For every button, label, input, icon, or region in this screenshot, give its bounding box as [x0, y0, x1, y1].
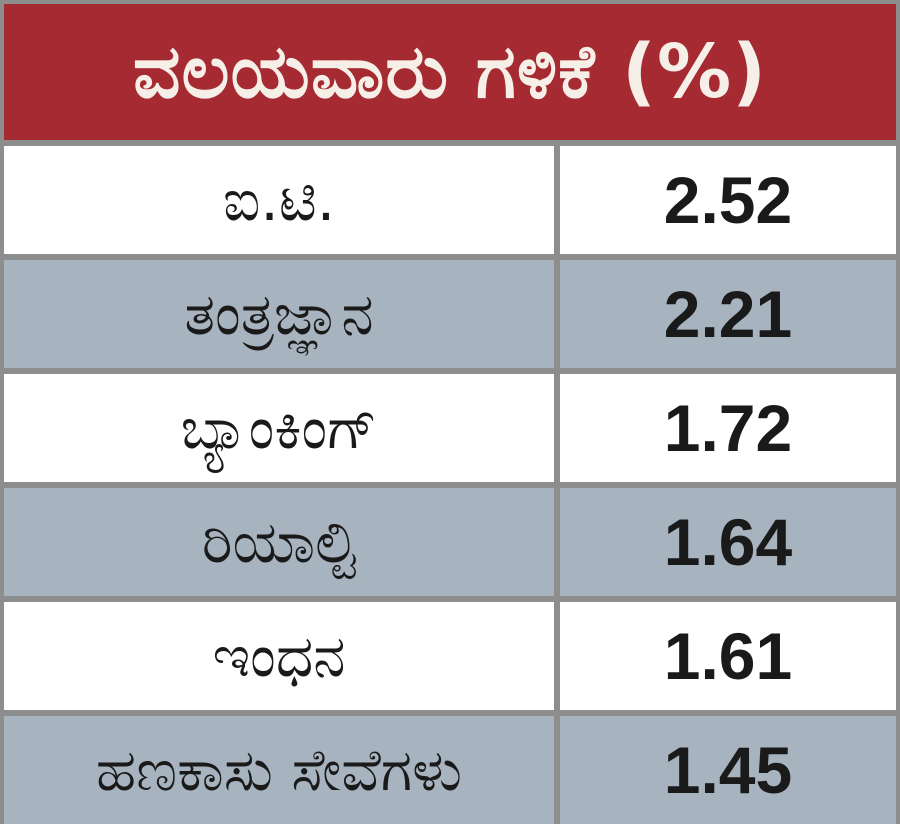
sector-name-cell: ಇಂಧನ: [4, 602, 554, 710]
table-row: ರಿಯಾಲ್ಟಿ 1.64: [4, 488, 896, 596]
table-row: ತಂತ್ರಜ್ಞಾನ 2.21: [4, 260, 896, 368]
table-title: ವಲಯವಾರು ಗಳಿಕೆ (%): [4, 4, 896, 140]
gain-value-cell: 1.72: [560, 374, 896, 482]
gain-value-cell: 1.45: [560, 716, 896, 824]
table-row: ಹಣಕಾಸು ಸೇವೆಗಳು 1.45: [4, 716, 896, 824]
table-row: ಐ.ಟಿ. 2.52: [4, 146, 896, 254]
table-body: ಐ.ಟಿ. 2.52 ತಂತ್ರಜ್ಞಾನ 2.21 ಬ್ಯಾಂಕಿಂಗ್ 1.72 ರಿಯ…: [4, 146, 896, 824]
gain-value-cell: 2.52: [560, 146, 896, 254]
sector-name-cell: ಹಣಕಾಸು ಸೇವೆಗಳು: [4, 716, 554, 824]
gain-value-cell: 2.21: [560, 260, 896, 368]
table-row: ಬ್ಯಾಂಕಿಂಗ್ 1.72: [4, 374, 896, 482]
sector-name-cell: ರಿಯಾಲ್ಟಿ: [4, 488, 554, 596]
sector-name-cell: ಐ.ಟಿ.: [4, 146, 554, 254]
gain-value-cell: 1.64: [560, 488, 896, 596]
gain-value-cell: 1.61: [560, 602, 896, 710]
table-row: ಇಂಧನ 1.61: [4, 602, 896, 710]
sector-name-cell: ತಂತ್ರಜ್ಞಾನ: [4, 260, 554, 368]
sector-name-cell: ಬ್ಯಾಂಕಿಂಗ್: [4, 374, 554, 482]
